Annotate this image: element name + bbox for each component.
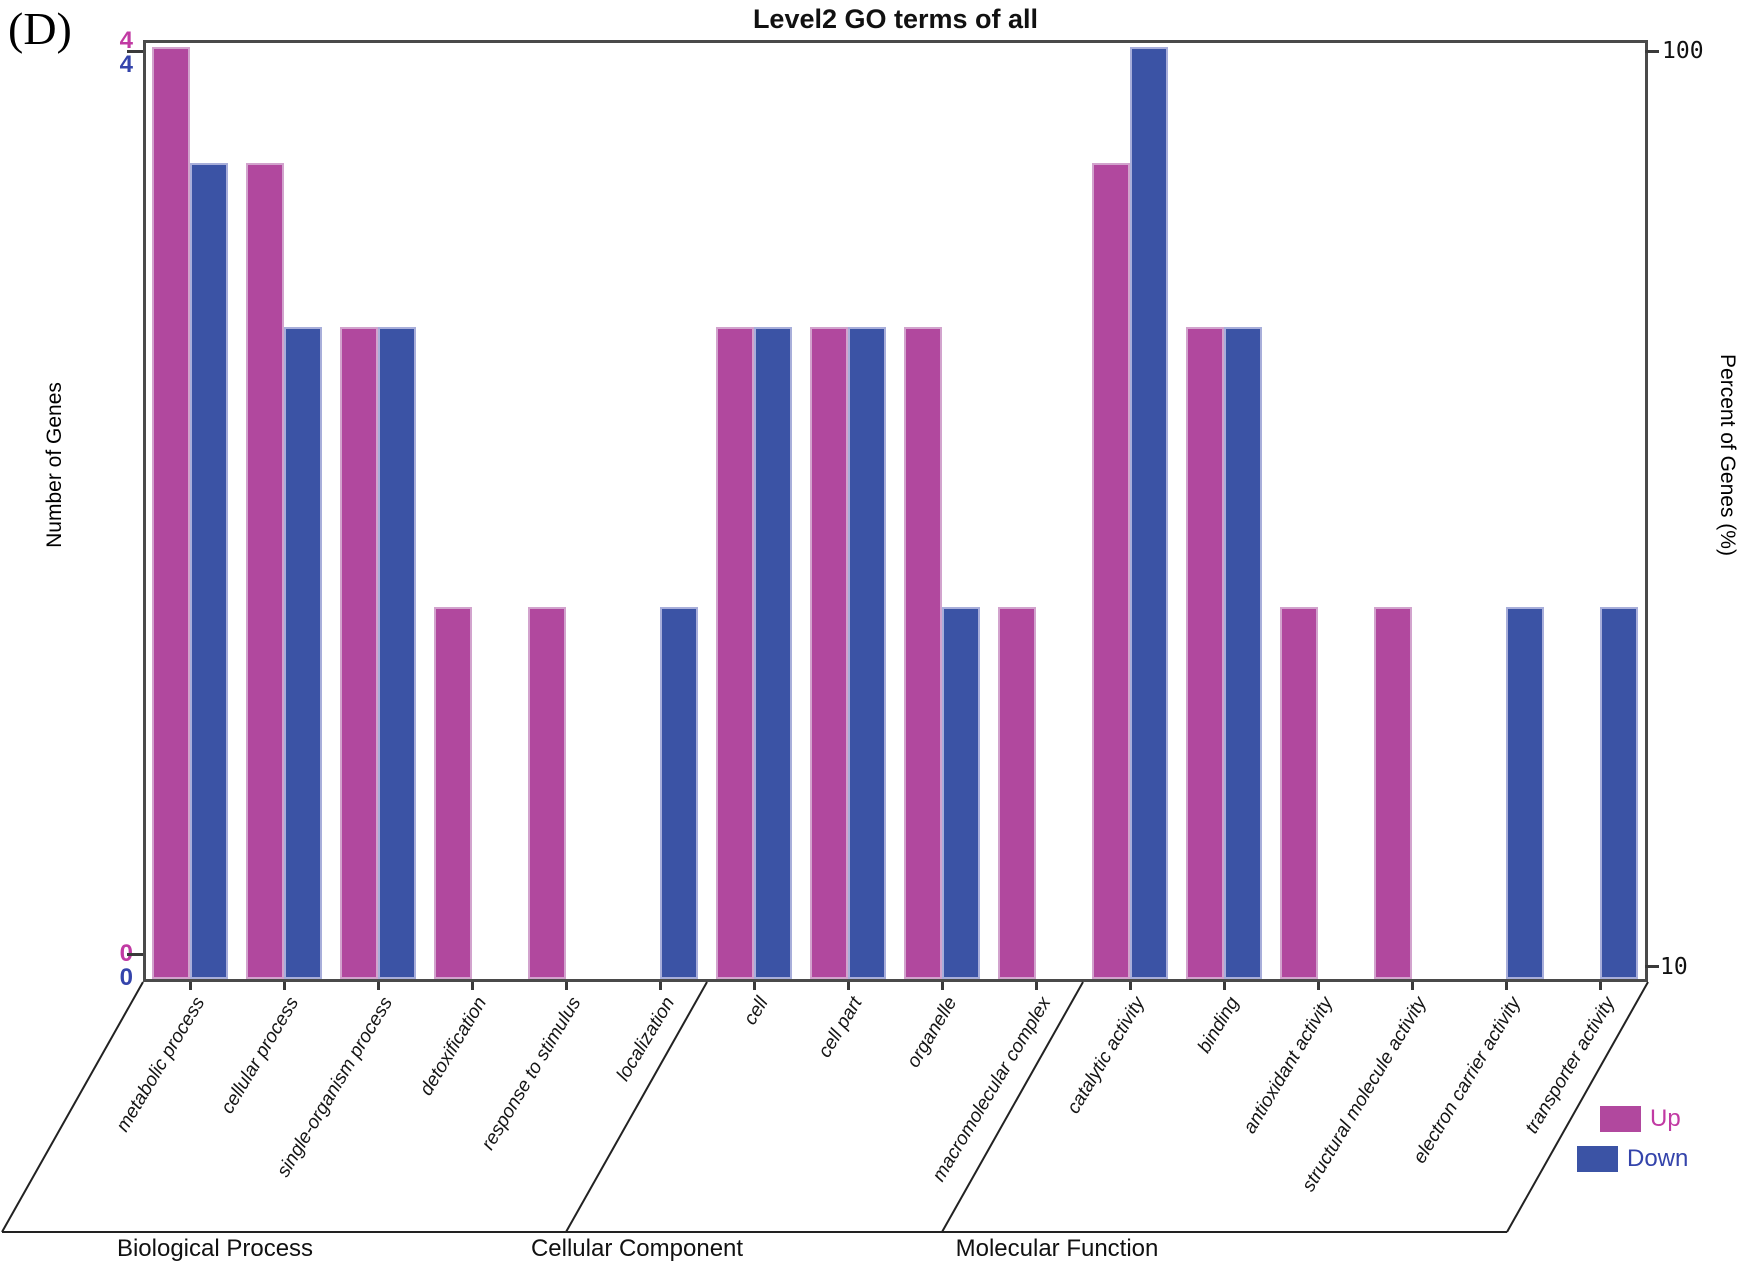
- left-axis-max-up-label: 4: [119, 27, 133, 54]
- left-axis-zero-up-label: 0: [97, 942, 133, 966]
- right-axis-bottom-tick: [1645, 965, 1659, 968]
- x-tick-cell-part: [847, 982, 850, 990]
- bar-up-macromolecular-complex: [998, 606, 1036, 979]
- x-tick-antioxidant-activity: [1317, 982, 1320, 990]
- x-tick-macromolecular-complex: [1035, 982, 1038, 990]
- left-axis-zero-down-label: 0: [119, 964, 133, 991]
- bar-down-catalytic-activity: [1130, 47, 1168, 979]
- left-axis-top-tick: [127, 50, 143, 53]
- bar-down-cell-part: [848, 326, 886, 979]
- x-tick-binding: [1223, 982, 1226, 990]
- bar-up-single-organism-process: [340, 326, 378, 979]
- right-axis-top-tick: [1645, 50, 1659, 53]
- x-tick-cell: [753, 982, 756, 990]
- bar-down-transporter-activity: [1600, 606, 1638, 979]
- x-tick-localization: [659, 982, 662, 990]
- bar-up-metabolic-process: [152, 47, 190, 979]
- bar-up-cell: [716, 326, 754, 979]
- legend-up-label: Up: [1650, 1105, 1681, 1132]
- bar-down-binding: [1224, 326, 1262, 979]
- left-axis-bottom-tick: [127, 953, 143, 956]
- bars-layer: [143, 40, 1648, 982]
- bar-down-metabolic-process: [190, 163, 228, 979]
- chart-title: Level2 GO terms of all: [752, 4, 1039, 34]
- x-tick-cellular-process: [283, 982, 286, 990]
- right-axis-10-label: 10: [1660, 954, 1688, 980]
- left-axis-max-down-label: 4: [119, 51, 133, 78]
- x-tick-structural-molecule-activity: [1411, 982, 1414, 990]
- x-tick-transporter-activity: [1599, 982, 1602, 990]
- bar-down-cell: [754, 326, 792, 979]
- figure-panel-label: (D): [8, 3, 72, 54]
- group-label-biological-process: Biological Process: [116, 1235, 314, 1261]
- bar-up-antioxidant-activity: [1280, 606, 1318, 979]
- legend-up-swatch: [1600, 1106, 1641, 1132]
- x-tick-organelle: [941, 982, 944, 990]
- legend-down-swatch: [1577, 1146, 1618, 1172]
- group-label-molecular-function: Molecular Function: [955, 1235, 1159, 1261]
- right-axis-100-label: 100: [1662, 38, 1704, 64]
- x-tick-metabolic-process: [189, 982, 192, 990]
- x-tick-response-to-stimulus: [565, 982, 568, 990]
- x-tick-catalytic-activity: [1129, 982, 1132, 990]
- bar-up-binding: [1186, 326, 1224, 979]
- bar-down-organelle: [942, 606, 980, 979]
- bar-down-cellular-process: [284, 326, 322, 979]
- bar-down-electron-carrier-activity: [1506, 606, 1544, 979]
- x-tick-single-organism-process: [377, 982, 380, 990]
- bar-up-structural-molecule-activity: [1374, 606, 1412, 979]
- bar-up-organelle: [904, 326, 942, 979]
- bar-up-response-to-stimulus: [528, 606, 566, 979]
- bar-up-catalytic-activity: [1092, 163, 1130, 979]
- legend-down-label: Down: [1627, 1145, 1689, 1172]
- bar-up-cell-part: [810, 326, 848, 979]
- x-tick-detoxification: [471, 982, 474, 990]
- bar-up-cellular-process: [246, 163, 284, 979]
- bar-down-localization: [660, 606, 698, 979]
- x-tick-electron-carrier-activity: [1505, 982, 1508, 990]
- group-label-cellular-component: Cellular Component: [530, 1235, 744, 1261]
- bar-up-detoxification: [434, 606, 472, 979]
- bar-down-single-organism-process: [378, 326, 416, 979]
